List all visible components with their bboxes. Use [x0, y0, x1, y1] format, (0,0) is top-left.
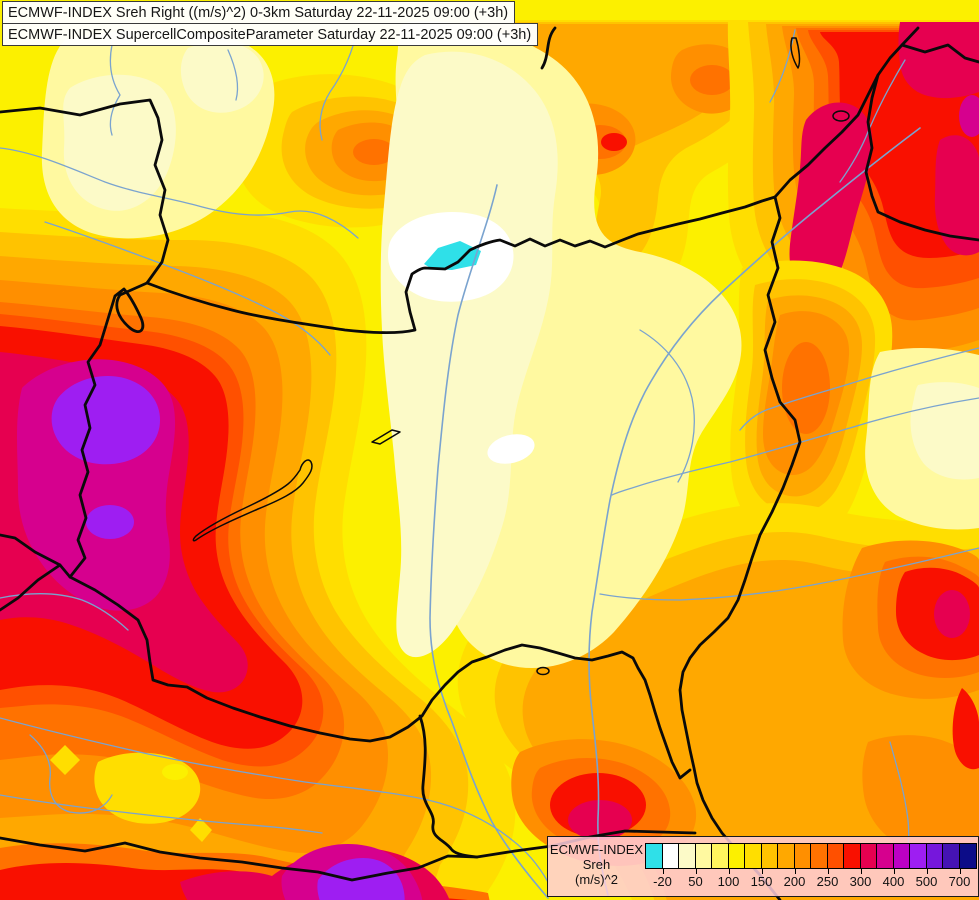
legend-swatch: [893, 844, 910, 868]
legend-tick-mark: [794, 868, 796, 874]
legend-tick-mark: [827, 868, 829, 874]
legend-swatch: [679, 844, 696, 868]
legend-tick-labels: -20 50 100 150 200 250 300 400 500 700: [646, 874, 976, 890]
legend-swatch: [877, 844, 894, 868]
legend-label: ECMWF-INDEX Sreh (m/s)^2: [548, 837, 645, 896]
legend-tick-value: 200: [783, 874, 806, 889]
legend-tick-mark: [695, 868, 697, 874]
small-feature-outlines: [371, 37, 850, 676]
legend-product: ECMWF-INDEX: [549, 842, 644, 857]
legend-swatch: [745, 844, 762, 868]
legend-swatch: [860, 844, 877, 868]
legend-swatch: [778, 844, 795, 868]
legend-swatch: [646, 844, 663, 868]
legend-parameter: Sreh: [582, 857, 611, 872]
legend-swatch: [959, 844, 976, 868]
legend-tick-mark: [761, 868, 763, 874]
legend-swatch: [695, 844, 712, 868]
legend-swatch: [712, 844, 729, 868]
legend-swatch: [794, 844, 811, 868]
map-title-sreh: ECMWF-INDEX Sreh Right ((m/s)^2) 0-3km S…: [2, 1, 516, 24]
legend-tick-value: 500: [915, 874, 938, 889]
legend-tick-value: 100: [717, 874, 740, 889]
legend-swatch: [910, 844, 927, 868]
legend-swatch: [926, 844, 943, 868]
legend-ticks: [646, 868, 976, 874]
legend-colorbar: [645, 843, 977, 869]
legend-tick-mark: [728, 868, 730, 874]
rivers: [0, 29, 979, 899]
legend-tick-mark: [926, 868, 928, 874]
map-title-supercell: ECMWF-INDEX SupercellCompositeParameter …: [2, 23, 539, 46]
legend-tick-value: 700: [948, 874, 971, 889]
legend-swatch: [728, 844, 745, 868]
legend-tick-value: 300: [849, 874, 872, 889]
legend-tick-value: 150: [750, 874, 773, 889]
legend-swatch: [761, 844, 778, 868]
legend-tick-mark: [860, 868, 862, 874]
legend-tick-value: 400: [882, 874, 905, 889]
legend-colorbar-zone: -20 50 100 150 200 250 300 400 500 700: [645, 837, 978, 896]
legend-tick-mark: [893, 868, 895, 874]
legend-swatch: [827, 844, 844, 868]
legend: ECMWF-INDEX Sreh (m/s)^2 -20 50 100 150 200 2…: [547, 836, 979, 897]
lake-balaton-outline: [192, 459, 313, 542]
legend-tick-value: 250: [816, 874, 839, 889]
legend-swatch: [844, 844, 861, 868]
legend-swatch: [943, 844, 960, 868]
legend-tick-mark: [662, 868, 664, 874]
legend-units: (m/s)^2: [575, 872, 618, 887]
legend-tick-value: -20: [653, 874, 672, 889]
legend-tick-mark: [959, 868, 961, 874]
legend-swatch: [662, 844, 679, 868]
legend-tick-value: 50: [688, 874, 703, 889]
legend-swatch: [811, 844, 828, 868]
country-borders: [0, 26, 979, 900]
